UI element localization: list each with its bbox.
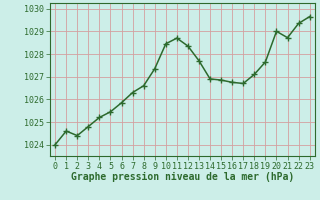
X-axis label: Graphe pression niveau de la mer (hPa): Graphe pression niveau de la mer (hPa) bbox=[71, 172, 294, 182]
